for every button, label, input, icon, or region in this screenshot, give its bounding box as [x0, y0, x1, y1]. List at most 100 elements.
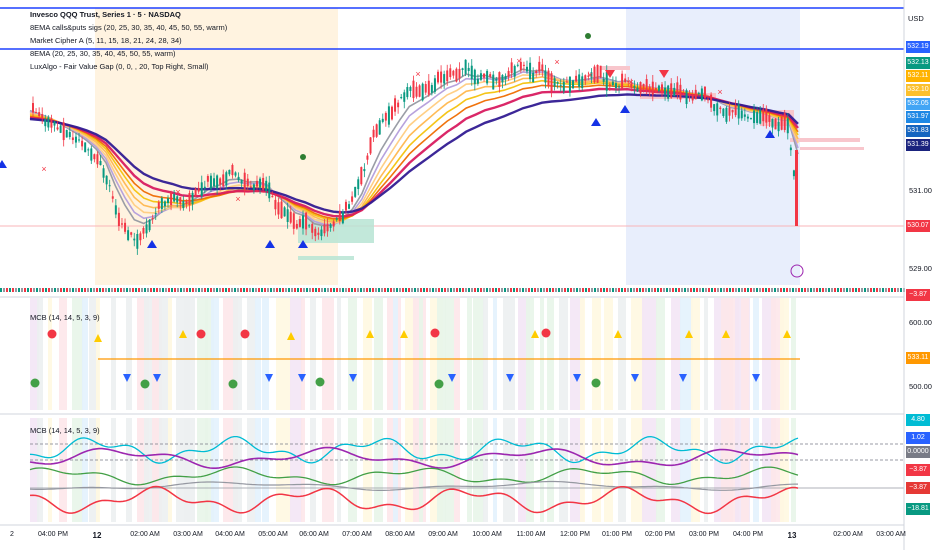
- pane-divider-dash: [849, 288, 851, 292]
- candle-body: [437, 71, 440, 83]
- candle-body: [578, 74, 581, 87]
- candle-body: [667, 85, 670, 99]
- candle-body: [117, 212, 120, 227]
- time-axis-label: 02:00 AM: [833, 531, 863, 538]
- candle-body: [289, 211, 292, 223]
- pane2-bg-stripe: [337, 298, 341, 410]
- pane3-label[interactable]: MCB (14, 14, 5, 3, 9): [30, 426, 100, 435]
- candle-body: [495, 78, 498, 81]
- price-tag: −3.87: [906, 289, 930, 301]
- pane3-bg-stripe: [467, 418, 472, 522]
- candle-body: [614, 83, 617, 89]
- time-axis-label: 03:00 AM: [173, 531, 203, 538]
- buy-triangle-icon: [265, 240, 275, 248]
- pane-divider-dash: [780, 288, 782, 292]
- pane-divider-dash: [90, 288, 92, 292]
- pane3-bg-stripe: [540, 418, 544, 522]
- candle-body: [421, 83, 424, 101]
- pane2-up-triangle-icon: [531, 330, 539, 338]
- pane-divider-dash: [486, 288, 488, 292]
- candle-body: [351, 196, 354, 202]
- pane-divider-dash: [141, 288, 143, 292]
- pane2-bg-stripe: [580, 298, 585, 410]
- pane2-red-dot-icon: [240, 329, 250, 339]
- pane-divider-dash: [882, 288, 884, 292]
- pane-divider-dash: [54, 288, 56, 292]
- candle-body: [740, 110, 743, 119]
- pane-divider-dash: [426, 288, 428, 292]
- pane2-bg-stripe: [691, 298, 700, 410]
- pane2-bg-stripe: [493, 298, 497, 410]
- pane-divider-dash: [249, 288, 251, 292]
- pane2-bg-stripe: [59, 298, 67, 410]
- pane-divider-dash: [342, 288, 344, 292]
- candle-body: [657, 85, 660, 91]
- pane2-bg-stripe: [437, 298, 446, 410]
- pane2-tick-600: 600.00: [909, 318, 932, 327]
- pane-divider-dash: [717, 288, 719, 292]
- pane-divider-dash: [834, 288, 836, 292]
- pane-divider-dash: [720, 288, 722, 292]
- pane2-bg-stripe: [780, 298, 789, 410]
- currency-label[interactable]: USD: [908, 14, 924, 23]
- pane-divider-dash: [282, 288, 284, 292]
- legend-indicator-8ema[interactable]: 8EMA (20, 25, 30, 35, 40, 45, 50, 55, wa…: [30, 49, 176, 58]
- pane-divider-dash: [672, 288, 674, 292]
- candle-body: [366, 155, 369, 160]
- pane-divider-dash: [306, 288, 308, 292]
- legend-indicator-market-cipher-a[interactable]: Market Cipher A (5, 11, 15, 18, 21, 24, …: [30, 36, 182, 45]
- candle-body: [771, 118, 774, 128]
- pane-divider-dash: [534, 288, 536, 292]
- pane-divider-dash: [507, 288, 509, 292]
- candle-body: [424, 84, 427, 93]
- legend-title[interactable]: Invesco QQQ Trust, Series 1 · 5 · NASDAQ: [30, 10, 181, 19]
- pane-divider-dash: [477, 288, 479, 292]
- candle-body: [145, 224, 148, 234]
- pane3-bg-stripe: [547, 418, 554, 522]
- candle-body: [565, 81, 568, 83]
- pane2-down-triangle-icon: [752, 374, 760, 382]
- pane3-bg-stripe: [247, 418, 256, 522]
- candle-body: [679, 84, 682, 100]
- pane-divider-dash: [837, 288, 839, 292]
- candle-body: [599, 65, 602, 78]
- price-tick-529: 529.00: [909, 264, 932, 273]
- last-candle-body: [795, 150, 798, 226]
- pane2-label[interactable]: MCB (14, 14, 5, 3, 9): [30, 313, 100, 322]
- candle-body: [357, 179, 360, 190]
- pane-divider-dash: [573, 288, 575, 292]
- candle-body: [173, 194, 176, 202]
- pane-divider-dash: [471, 288, 473, 292]
- legend-indicator-fvg[interactable]: LuxAlgo - Fair Value Gap (0, 0, , 20, To…: [30, 62, 209, 71]
- legend-indicator-8ema-sigs[interactable]: 8EMA calls&puts sigs (20, 25, 30, 35, 40…: [30, 23, 228, 32]
- pane-divider-dash: [414, 288, 416, 292]
- candle-body: [314, 228, 317, 237]
- candle-body: [602, 78, 605, 82]
- pane3-bg-stripe: [592, 418, 601, 522]
- pane-divider-dash: [651, 288, 653, 292]
- pane3-bg-stripe: [671, 418, 681, 522]
- candle-body: [722, 108, 725, 116]
- pane-divider-dash: [900, 288, 902, 292]
- pane-divider-dash: [600, 288, 602, 292]
- pane-divider-dash: [444, 288, 446, 292]
- time-axis-label: 02:00 AM: [130, 531, 160, 538]
- pane3-bg-stripe: [503, 418, 515, 522]
- pane-divider-dash: [93, 288, 95, 292]
- candle-body: [618, 86, 621, 88]
- candle-body: [513, 65, 516, 77]
- pane2-bg-stripe: [393, 298, 398, 410]
- candle-body: [326, 224, 329, 232]
- pane-divider-dash: [537, 288, 539, 292]
- pane3-bg-stripe: [205, 418, 214, 522]
- pane-divider-dash: [816, 288, 818, 292]
- pane2-green-dot-icon: [228, 379, 238, 389]
- pane-divider-dash: [597, 288, 599, 292]
- candle-body: [765, 108, 768, 123]
- pane-divider-dash: [540, 288, 542, 292]
- fvg-box-bullish: [298, 256, 354, 260]
- candle-body: [154, 213, 157, 215]
- candle-body: [660, 84, 663, 93]
